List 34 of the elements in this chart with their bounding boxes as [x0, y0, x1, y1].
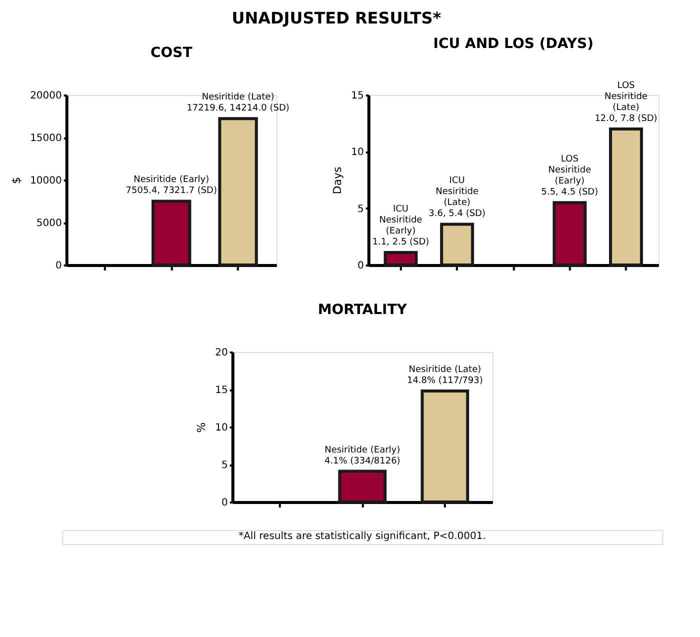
bar	[384, 251, 418, 266]
text: ICU Nesiritide (Early) 1.1, 2.5 (SD)	[372, 204, 430, 248]
y-tick-label: 20000	[30, 90, 62, 102]
y-tick-label: 15	[351, 90, 364, 102]
y-tick-label: 20	[215, 348, 228, 358]
y-tick-label: 15	[215, 385, 228, 396]
bar	[609, 128, 643, 266]
text: UNADJUSTED RESULTS*	[232, 8, 442, 28]
text: Nesiritide (Early) 7505.4, 7321.7 (SD)	[126, 175, 217, 196]
bar	[440, 222, 474, 266]
y-tick-label: 5000	[36, 218, 62, 229]
y-tick-label: 10000	[30, 176, 62, 186]
chart-title: MORTALITY	[318, 302, 408, 318]
chart-title: ICU AND LOS (DAYS)	[433, 36, 594, 52]
text: Nesiritide (Early) 4.1% (334/8126)	[324, 445, 400, 466]
text: LOS Nesiritide (Late) 12.0, 7.8 (SD)	[594, 81, 658, 124]
y-tick-label: 10	[351, 147, 364, 158]
y-tick-label: 0	[358, 260, 364, 272]
y-tick-label: 5	[222, 460, 228, 471]
y-tick-label: 15000	[30, 133, 62, 144]
text: Nesiritide (Late) 17219.6, 14214.0 (SD)	[186, 92, 290, 114]
y-tick-label: 5	[358, 204, 364, 215]
text: *All results are statistically significant, P<0.0001.	[238, 531, 486, 542]
text: Nesiritide (Late) 14.8% (117/793)	[406, 365, 483, 386]
text: LOS Nesiritide (Early) 5.5, 4.5 (SD)	[541, 154, 598, 198]
bar	[552, 201, 587, 266]
y-axis-title: Days	[331, 166, 344, 194]
chart-title: COST	[150, 45, 193, 61]
text: ICU Nesiritide (Late) 3.6, 5.4 (SD)	[428, 176, 486, 220]
y-axis-title: $	[10, 177, 24, 184]
y-tick-label: 0	[56, 260, 62, 272]
y-axis-title: %	[195, 422, 208, 433]
y-tick-label: 10	[215, 422, 228, 434]
y-tick-label: 0	[222, 498, 228, 508]
